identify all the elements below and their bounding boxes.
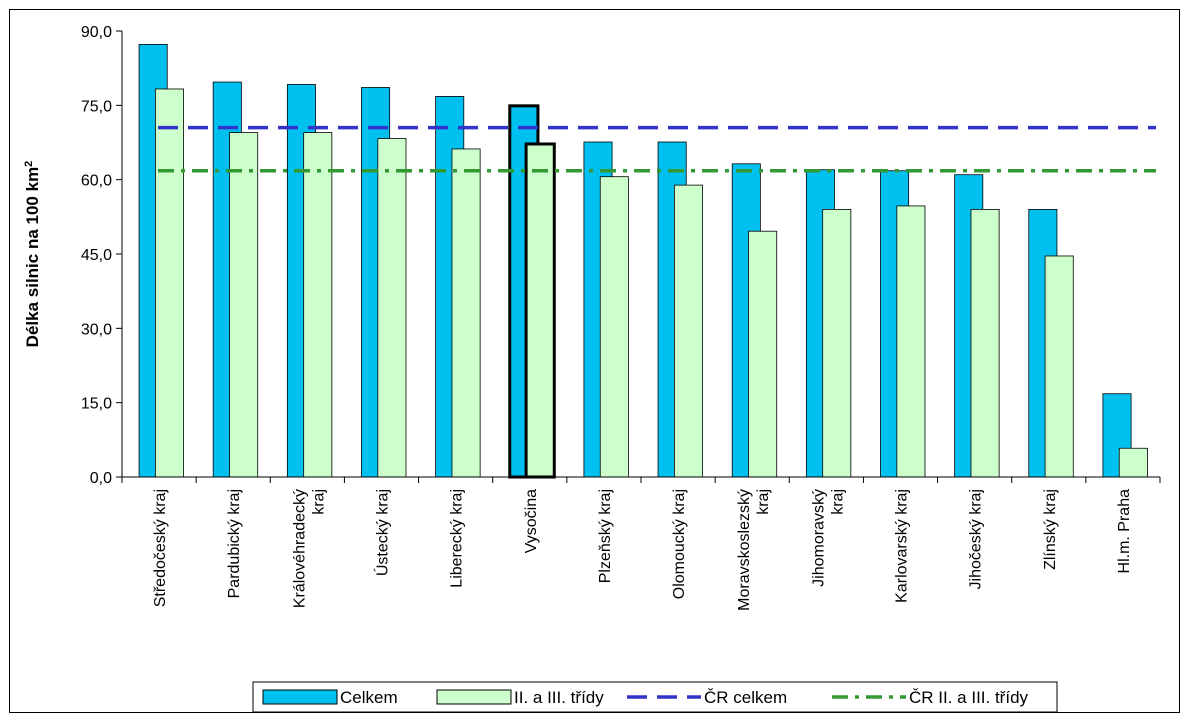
bar-ii-iii-tridy (524, 142, 556, 479)
bar-ii-iii-tridy (748, 230, 778, 478)
x-category-label: Středočeský kraj (152, 489, 169, 607)
legend-label: ČR II. a III. třídy (909, 688, 1029, 707)
legend-label: Celkem (340, 688, 398, 707)
bar-ii-iii-tridy (896, 205, 926, 478)
x-category-label: Královéhradecký kraj (291, 489, 327, 608)
bar-ii-iii-tridy (1044, 255, 1074, 478)
legend: Celkem II. a III. třídy ČR celkem ČR II. a … (252, 681, 1058, 713)
x-category-label: Zlínský kraj (1042, 489, 1059, 570)
y-axis-title: Délka silnic na 100 km2 (23, 161, 42, 348)
bar-ii-iii-tridy (377, 138, 407, 478)
x-category-label: Pardubický kraj (226, 489, 243, 598)
x-category-label: Jihočeský kraj (968, 489, 985, 589)
x-category-label: Plzeňský kraj (597, 489, 614, 583)
legend-swatch (262, 689, 338, 705)
y-tick-label: 45,0 (81, 247, 112, 264)
x-category-label: Liberecký kraj (449, 489, 466, 588)
x-category-label: Vysočina (523, 489, 540, 553)
x-category-label: Olomoucký kraj (671, 489, 688, 599)
y-tick-label: 15,0 (81, 396, 112, 413)
legend-label: II. a III. třídy (514, 688, 604, 707)
x-category-label: Moravskoslezský kraj (736, 489, 772, 611)
bar-ii-iii-tridy (229, 132, 259, 478)
y-tick-label: 30,0 (81, 321, 112, 338)
legend-box (252, 681, 1058, 713)
y-tick-label: 0,0 (90, 470, 112, 487)
bar-ii-iii-tridy (154, 88, 184, 478)
plot-area (138, 43, 1156, 479)
bar-ii-iii-tridy (451, 148, 481, 478)
bar-ii-iii-tridy (822, 208, 852, 478)
bar-ii-iii-tridy (599, 176, 629, 478)
bar-ii-iii-tridy (1118, 447, 1148, 478)
x-category-label: Ústecký kraj (373, 489, 392, 576)
bar-ii-iii-tridy (970, 208, 1000, 478)
legend-swatch (436, 689, 512, 705)
bar-ii-iii-tridy (673, 184, 703, 478)
bar-ii-iii-tridy (303, 132, 333, 478)
x-category-label: Karlovarský kraj (894, 489, 911, 603)
axes: 0,0 15,0 30,0 45,0 60,0 75,0 90,0 Délka silnic … (23, 24, 1161, 611)
y-tick-label: 75,0 (81, 98, 112, 115)
legend-label: ČR celkem (704, 688, 787, 707)
x-category-label: Hl.m. Praha (1116, 489, 1133, 574)
y-tick-label: 90,0 (81, 24, 112, 41)
x-category-label: Jihomoravský kraj (810, 489, 846, 587)
y-tick-label: 60,0 (81, 173, 112, 190)
